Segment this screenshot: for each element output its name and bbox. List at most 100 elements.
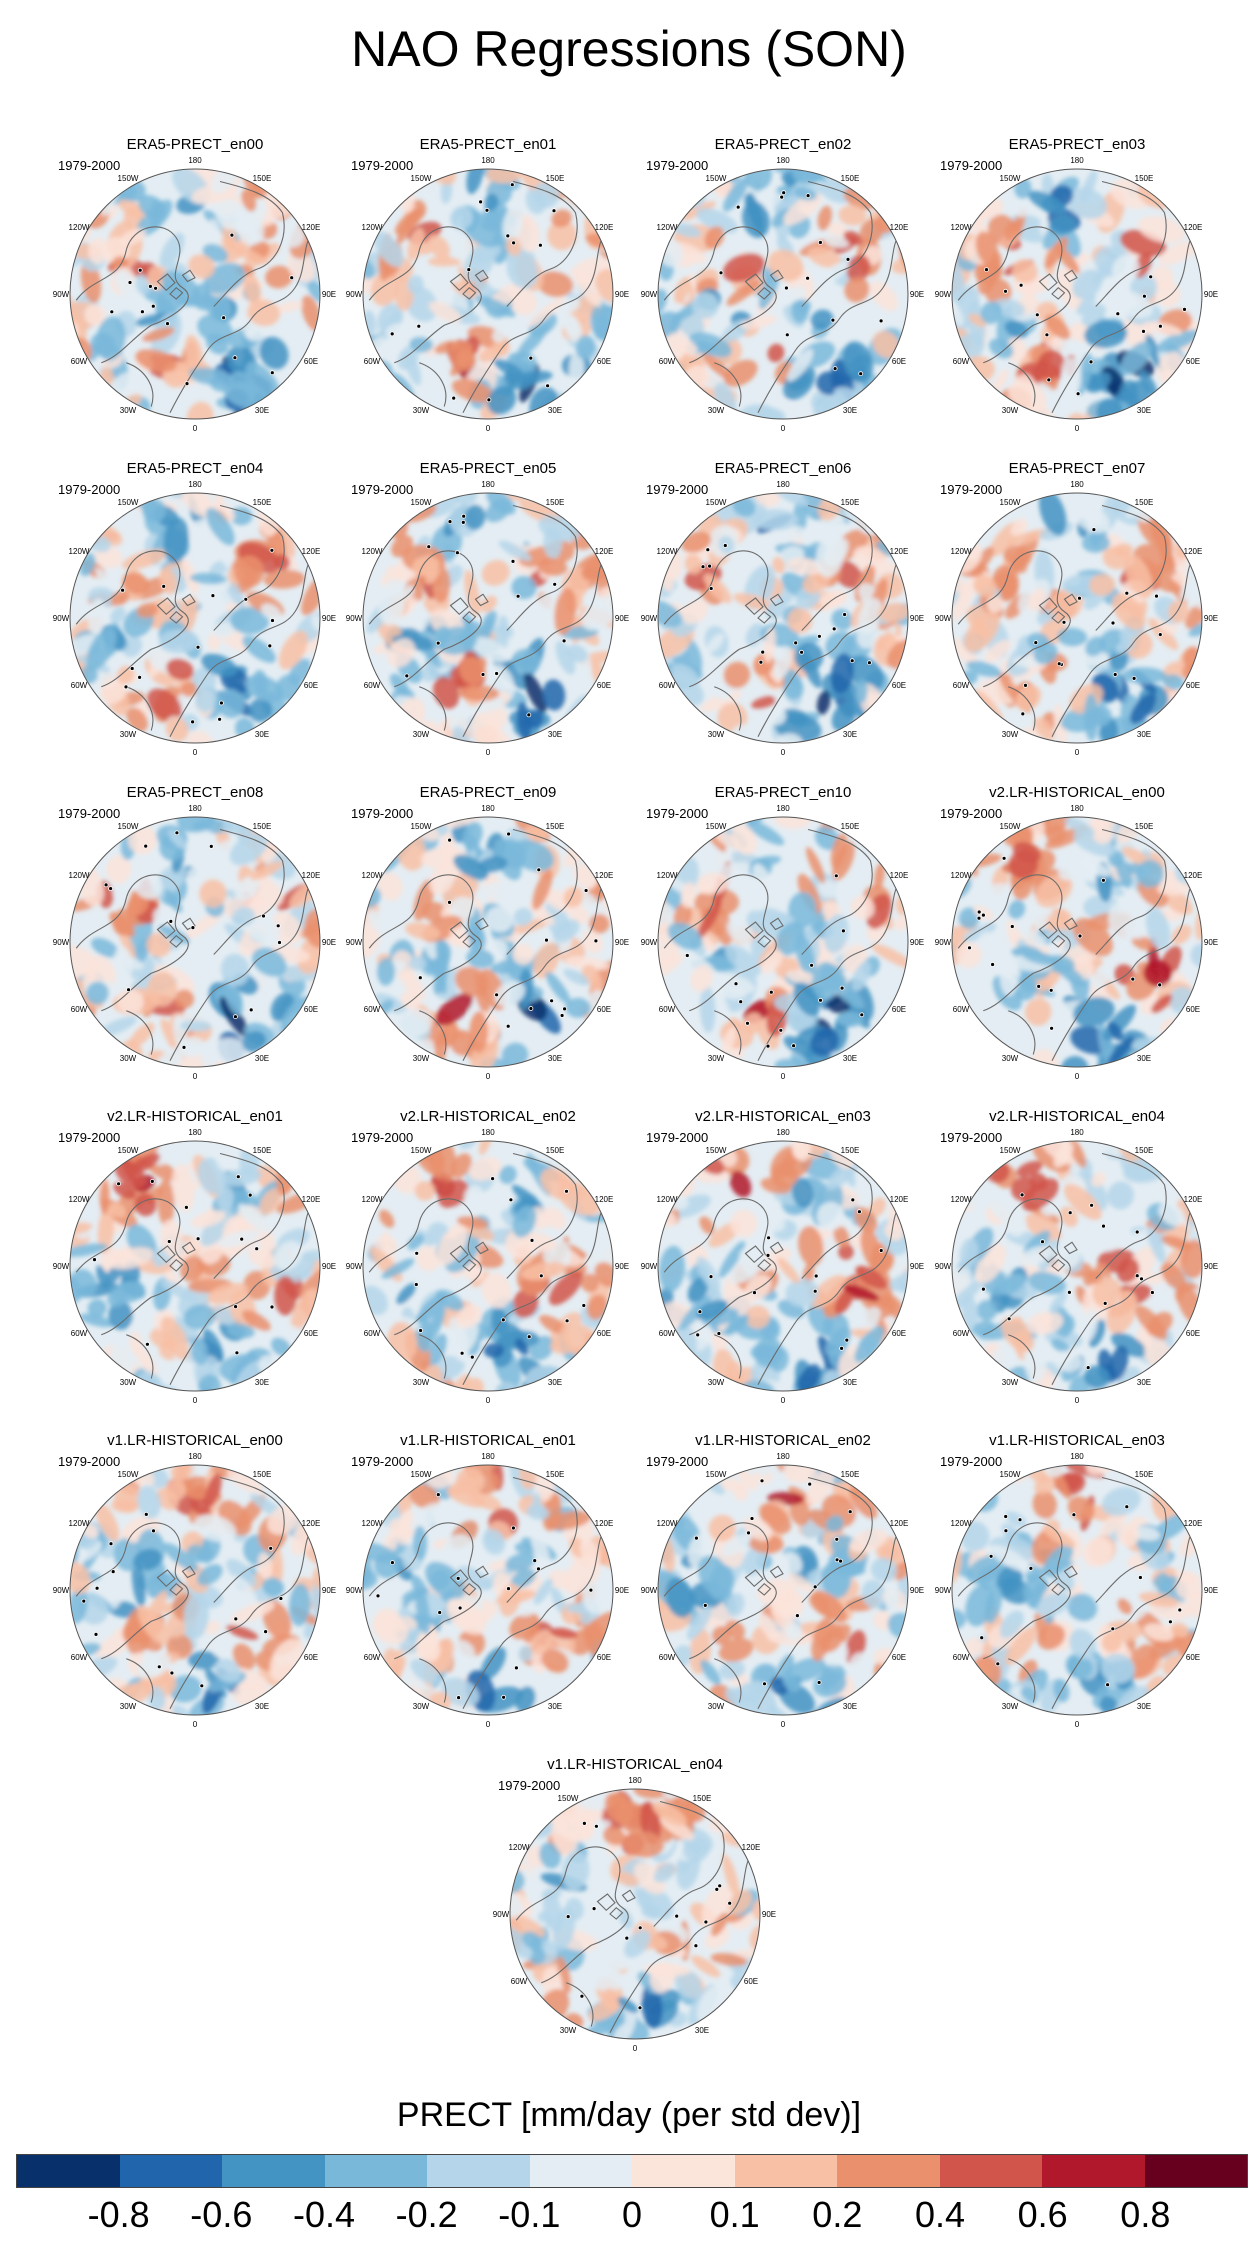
polar-map: 180 150E 120E 90E 60E 30E 0 30W 60W 90W 120W 150W: [641, 1128, 924, 1405]
panel-title: v1.LR-HISTORICAL_en02: [695, 1432, 871, 1449]
panel-period: 1979-2000: [351, 806, 414, 821]
colorbar-tick-label: -0.8: [87, 2194, 150, 2235]
longitude-label: 60E: [597, 1329, 611, 1338]
panel-title: v2.LR-HISTORICAL_en02: [400, 1108, 576, 1125]
colorbar-tick-label: -0.1: [498, 2194, 561, 2235]
longitude-label: 180: [188, 1128, 202, 1137]
longitude-label: 150E: [1135, 174, 1154, 183]
panel-period: 1979-2000: [58, 482, 121, 497]
polar-map: 180 150E 120E 90E 60E 30E 0 30W 60W 90W 120W 150W: [53, 1452, 336, 1729]
longitude-label: 180: [1070, 1452, 1084, 1461]
longitude-label: 120W: [69, 871, 90, 880]
longitude-label: 90E: [615, 1262, 629, 1271]
map-panel: 180 150E 120E 90E 60E 30E 0 30W 60W 90W 120W 150W ER…: [50, 460, 340, 760]
colorbar-tick-label: -0.6: [190, 2194, 253, 2235]
longitude-label: 30W: [120, 1702, 137, 1711]
longitude-label: 150E: [1135, 498, 1154, 507]
longitude-label: 30W: [708, 406, 725, 415]
longitude-label: 150E: [1135, 1146, 1154, 1155]
panel-title: v1.LR-HISTORICAL_en01: [400, 1432, 576, 1449]
longitude-label: 120W: [362, 223, 383, 232]
longitude-label: 90E: [1204, 938, 1218, 947]
longitude-label: 30E: [548, 730, 562, 739]
longitude-label: 120W: [951, 871, 972, 880]
longitude-label: 150W: [706, 498, 727, 507]
colorbar: [16, 2154, 1248, 2188]
polar-map: 180 150E 120E 90E 60E 30E 0 30W 60W 90W 120W 150W: [346, 1128, 629, 1405]
longitude-label: 90E: [322, 1586, 336, 1595]
longitude-label: 60E: [304, 357, 318, 366]
longitude-label: 0: [1075, 424, 1080, 433]
longitude-label: 150W: [1000, 498, 1021, 507]
longitude-label: 150E: [1135, 822, 1154, 831]
longitude-label: 90W: [53, 290, 70, 299]
panel-period: 1979-2000: [351, 482, 414, 497]
polar-map: 180 150E 120E 90E 60E 30E 0 30W 60W 90W 120W 150W: [53, 804, 336, 1081]
longitude-label: 180: [188, 480, 202, 489]
longitude-label: 60E: [1186, 1005, 1200, 1014]
panel-period: 1979-2000: [940, 158, 1003, 173]
longitude-label: 180: [188, 1452, 202, 1461]
longitude-label: 180: [188, 804, 202, 813]
longitude-label: 60W: [659, 1005, 676, 1014]
longitude-label: 180: [1070, 480, 1084, 489]
panel-period: 1979-2000: [940, 1130, 1003, 1145]
longitude-label: 60W: [953, 1653, 970, 1662]
colorbar-box-3: [324, 2155, 427, 2187]
longitude-label: 0: [1075, 748, 1080, 757]
longitude-label: 150W: [706, 1470, 727, 1479]
longitude-label: 120W: [657, 871, 678, 880]
longitude-label: 150W: [411, 1470, 432, 1479]
longitude-label: 30E: [255, 1054, 269, 1063]
panel-period: 1979-2000: [646, 806, 709, 821]
panel-title: v1.LR-HISTORICAL_en03: [989, 1432, 1165, 1449]
longitude-label: 120W: [951, 547, 972, 556]
longitude-label: 30W: [1002, 1378, 1019, 1387]
longitude-label: 120E: [302, 547, 321, 556]
longitude-label: 60E: [304, 1653, 318, 1662]
figure-title: NAO Regressions (SON): [351, 21, 907, 77]
longitude-label: 30E: [843, 1378, 857, 1387]
longitude-label: 60E: [744, 1977, 758, 1986]
longitude-label: 120W: [69, 223, 90, 232]
longitude-label: 120E: [742, 1843, 761, 1852]
longitude-label: 90E: [910, 290, 924, 299]
panel-title: ERA5-PRECT_en04: [126, 460, 264, 477]
longitude-label: 90E: [615, 614, 629, 623]
panel-title: ERA5-PRECT_en05: [419, 460, 557, 477]
colorbar-box-2: [222, 2155, 325, 2187]
longitude-label: 150E: [841, 1146, 860, 1155]
polar-map: 180 150E 120E 90E 60E 30E 0 30W 60W 90W 120W 150W: [641, 804, 924, 1081]
map-panel: 180 150E 120E 90E 60E 30E 0 30W 60W 90W 120W 150W ER…: [638, 460, 928, 760]
polar-map: 180 150E 120E 90E 60E 30E 0 30W 60W 90W 120W 150W: [935, 156, 1218, 433]
longitude-label: 120E: [595, 547, 614, 556]
longitude-label: 90E: [762, 1910, 776, 1919]
panel-title: ERA5-PRECT_en09: [419, 784, 557, 801]
longitude-label: 0: [781, 1396, 786, 1405]
longitude-label: 30W: [1002, 1702, 1019, 1711]
colorbar-box-6: [632, 2155, 735, 2187]
longitude-label: 60W: [364, 357, 381, 366]
longitude-label: 90W: [935, 1586, 952, 1595]
longitude-label: 120E: [890, 223, 909, 232]
longitude-label: 60E: [892, 681, 906, 690]
longitude-label: 60W: [953, 1329, 970, 1338]
longitude-label: 150W: [1000, 1470, 1021, 1479]
longitude-label: 180: [1070, 156, 1084, 165]
longitude-label: 150E: [253, 1146, 272, 1155]
polar-map: 180 150E 120E 90E 60E 30E 0 30W 60W 90W 120W 150W: [53, 480, 336, 757]
map-panel: 180 150E 120E 90E 60E 30E 0 30W 60W 90W 120W 150W v2…: [50, 1108, 340, 1408]
longitude-label: 60E: [1186, 1653, 1200, 1662]
map-panel: 180 150E 120E 90E 60E 30E 0 30W 60W 90W 120W 150W v1…: [50, 1432, 340, 1732]
longitude-label: 60W: [364, 1005, 381, 1014]
longitude-label: 60E: [892, 1329, 906, 1338]
longitude-label: 90W: [53, 938, 70, 947]
longitude-label: 90W: [935, 1262, 952, 1271]
longitude-label: 180: [776, 156, 790, 165]
longitude-label: 60W: [71, 1653, 88, 1662]
longitude-label: 30E: [843, 1702, 857, 1711]
polar-map: 180 150E 120E 90E 60E 30E 0 30W 60W 90W 120W 150W: [493, 1776, 776, 2053]
longitude-label: 60E: [597, 1005, 611, 1014]
longitude-label: 90W: [641, 1262, 658, 1271]
map-panel: 180 150E 120E 90E 60E 30E 0 30W 60W 90W 120W 150W ER…: [932, 136, 1222, 436]
